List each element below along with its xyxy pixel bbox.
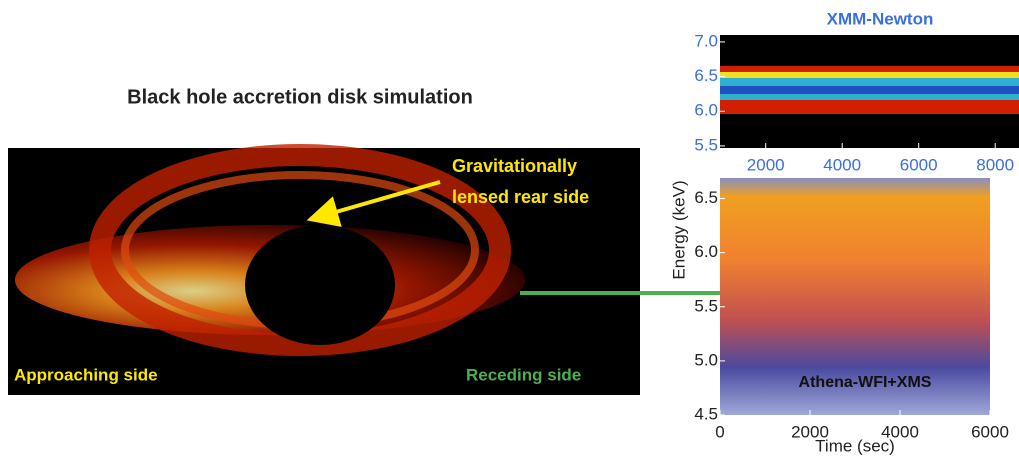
y-tick-label: 6.0 [694,101,718,120]
x-tick-label: 2000 [747,155,785,174]
y-tick-label: 4.5 [694,404,718,423]
y-axis-label: Energy (keV) [669,180,688,279]
panel-title: XMM-Newton [827,9,934,28]
x-tick-label: 6000 [900,155,938,174]
annotation: Athena-WFI+XMS [799,374,932,391]
figure: Black hole accretion disk simulation Gra… [0,0,1019,457]
x-tick-label: 0 [715,422,724,441]
x-tick-label: 2000 [791,422,829,441]
label: lensed rear side [452,187,589,207]
y-tick-label: 7.0 [694,31,718,50]
y-tick-label: 5.0 [694,350,718,369]
y-tick-label: 5.5 [694,135,718,154]
label: Gravitationally [452,156,577,176]
x-tick-label: 8000 [976,155,1014,174]
y-tick-label: 6.5 [694,66,718,85]
y-tick-label: 6.5 [694,188,718,207]
label: Receding side [466,365,581,384]
x-tick-label: 6000 [971,422,1009,441]
title: Black hole accretion disk simulation [127,86,473,108]
shadow [245,225,395,345]
y-tick-label: 6.0 [694,242,718,261]
y-tick-label: 5.5 [694,296,718,315]
x-tick-label: 4000 [823,155,861,174]
xmm-band [720,86,1019,94]
x-tick-label: 4000 [881,422,919,441]
xmm-band [720,72,1019,78]
label: Approaching side [14,365,158,384]
